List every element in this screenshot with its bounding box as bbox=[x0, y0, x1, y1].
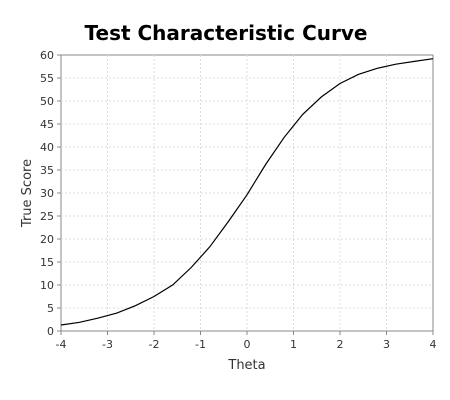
y-axis: 0 5 10 15 20 25 30 35 40 45 50 55 60 bbox=[40, 49, 61, 338]
y-tick-label: 55 bbox=[40, 72, 54, 85]
y-tick-label: 40 bbox=[40, 141, 54, 154]
y-tick-label: 5 bbox=[47, 302, 54, 315]
x-axis-label: Theta bbox=[227, 358, 265, 373]
y-tick-label: 60 bbox=[40, 49, 54, 62]
x-axis: -4 -3 -2 -1 0 1 2 3 4 bbox=[56, 331, 437, 351]
x-tick-label: -2 bbox=[149, 338, 160, 351]
y-tick-label: 25 bbox=[40, 210, 54, 223]
y-tick-label: 45 bbox=[40, 118, 54, 131]
y-tick-label: 50 bbox=[40, 95, 54, 108]
y-axis-label: True Score bbox=[20, 159, 35, 228]
x-tick-label: 4 bbox=[430, 338, 437, 351]
x-tick-label: -1 bbox=[195, 338, 206, 351]
true-score-curve bbox=[60, 58, 434, 326]
y-tick-label: 15 bbox=[40, 256, 54, 269]
grid-lines bbox=[61, 55, 433, 331]
y-tick-label: 20 bbox=[40, 233, 54, 246]
x-tick-label: 0 bbox=[244, 338, 251, 351]
y-tick-label: 0 bbox=[47, 325, 54, 338]
x-tick-label: -3 bbox=[102, 338, 113, 351]
y-tick-label: 35 bbox=[40, 164, 54, 177]
y-tick-label: 10 bbox=[40, 279, 54, 292]
x-tick-label: 2 bbox=[337, 338, 344, 351]
series-layer bbox=[60, 58, 434, 326]
x-tick-label: 1 bbox=[290, 338, 297, 351]
chart-title: Test Characteristic Curve bbox=[85, 21, 368, 45]
y-tick-label: 30 bbox=[40, 187, 54, 200]
x-tick-label: -4 bbox=[56, 338, 67, 351]
x-tick-label: 3 bbox=[383, 338, 390, 351]
